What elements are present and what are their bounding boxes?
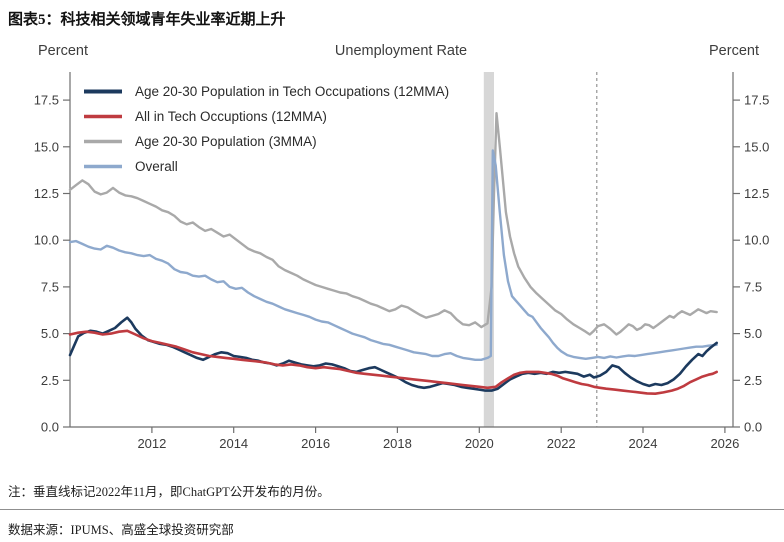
y-tick-label-right: 5.0 [744,326,762,341]
y-tick-label-right: 0.0 [744,420,762,435]
y-tick-label-left: 2.5 [41,373,59,388]
divider-line [0,509,784,510]
page-title: 图表5：科技相关领域青年失业率近期上升 [8,12,286,28]
x-tick-label: 2026 [710,436,739,451]
y-tick-label-left: 17.5 [34,93,59,108]
x-tick-label: 2012 [137,436,166,451]
unemployment-rate-chart: Percent Unemployment Rate Percent 0.0 0.0… [34,43,770,451]
y-tick-label-right: 12.5 [744,186,769,201]
y-tick-label-right: 7.5 [744,279,762,294]
y-tick-label-left: 15.0 [34,139,59,154]
legend: Age 20-30 Population in Tech Occupations… [84,84,449,174]
tick-marks: 0.0 0.0 2.5 2.5 5.0 5.0 7.5 7.5 10.0 10.0 12.5 12.5… [34,93,770,451]
x-tick-label: 2022 [547,436,576,451]
legend-item-age-20-30-tech-12mma: Age 20-30 Population in Tech Occupations… [84,84,449,99]
y-tick-label-right: 2.5 [744,373,762,388]
chart-title: Unemployment Rate [335,43,467,59]
series-lines [68,111,719,396]
x-tick-label: 2020 [465,436,494,451]
source-note: 数据来源：IPUMS、高盛全球投资研究部 [8,523,234,537]
legend-item-all-tech-12mma: All in Tech Occuptions (12MMA) [84,109,327,124]
legend-label-overall: Overall [135,159,178,174]
series-line-overall [68,149,718,361]
recession-band [483,72,494,427]
y-tick-label-right: 10.0 [744,233,769,248]
series-line-all-tech-12mma [68,329,719,396]
axes [69,72,734,428]
footnote: 注：垂直线标记2022年11月，即ChatGPT公开发布的月份。 [8,485,330,499]
y-tick-label-left: 12.5 [34,186,59,201]
legend-item-age-20-30-3mma: Age 20-30 Population (3MMA) [84,134,317,149]
y-tick-label-left: 0.0 [41,420,59,435]
legend-label-all-tech-12mma: All in Tech Occuptions (12MMA) [135,109,327,124]
legend-item-overall: Overall [84,159,178,174]
x-tick-label: 2024 [629,436,658,451]
recession-band-rect [483,72,494,427]
y-tick-label-left: 10.0 [34,233,59,248]
legend-label-age-20-30-3mma: Age 20-30 Population (3MMA) [135,134,317,149]
x-tick-label: 2016 [301,436,330,451]
y-tick-label-right: 15.0 [744,139,769,154]
x-tick-label: 2018 [383,436,412,451]
legend-label-age-20-30-tech-12mma: Age 20-30 Population in Tech Occupations… [135,84,449,99]
y-tick-label-right: 17.5 [744,93,769,108]
x-tick-label: 2014 [219,436,248,451]
y-axis-unit-left: Percent [38,43,88,59]
series-line-age-20-30-3mma [68,111,718,336]
series-line-age-20-30-tech-12mma [68,316,719,392]
y-tick-label-left: 5.0 [41,326,59,341]
y-tick-label-left: 7.5 [41,279,59,294]
y-axis-unit-right: Percent [709,43,759,59]
